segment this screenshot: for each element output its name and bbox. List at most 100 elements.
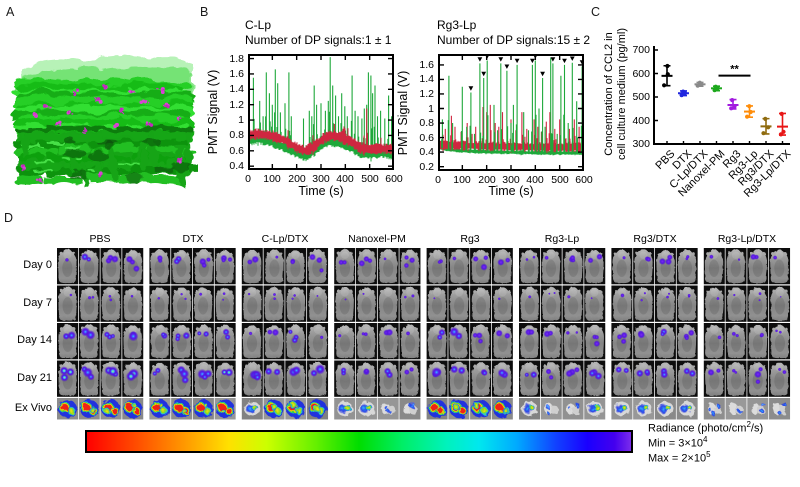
pmt-x-tick-label: 400 (336, 173, 354, 185)
mouse-image (78, 285, 100, 322)
chart2-title: Rg3-Lp (437, 18, 477, 32)
chart2-xlabel: Time (s) (488, 184, 534, 198)
mouse-image (171, 285, 193, 322)
group-header-c-lp-dtx: C-Lp/DTX (261, 233, 309, 245)
mouse-image (377, 360, 399, 397)
mouse-image (57, 285, 78, 322)
mouse-image (470, 360, 492, 397)
pmt-y-tick-label: 0.2 (419, 161, 434, 173)
exvivo-image (562, 398, 584, 420)
mouse-image (399, 360, 421, 397)
mouse-image (355, 360, 377, 397)
significance-label: ** (730, 64, 739, 76)
mouse-image (654, 248, 676, 285)
mouse-image (192, 248, 214, 285)
mouse-image (285, 248, 307, 285)
mouse-image (676, 323, 698, 360)
exvivo-image (747, 398, 769, 420)
mouse-image (100, 248, 122, 285)
pmt-x-tick-label: 300 (502, 174, 520, 186)
mouse-image (214, 360, 236, 397)
pmt-y-tick-label: 1.2 (229, 99, 244, 111)
mouse-image (519, 248, 540, 285)
colorbar-min-label: Min = 3×104 (648, 435, 708, 450)
exvivo-image (703, 398, 725, 420)
radiance-label-sup: 2 (746, 420, 751, 429)
mouse-image (491, 360, 513, 397)
pmt-y-tick-label: 1.8 (229, 53, 244, 65)
panel-c-label: C (591, 5, 601, 19)
tumor-tissue-3d-render (11, 54, 211, 205)
ccl2-y-tick-label: 400 (632, 115, 650, 127)
chart1-subtitle: Number of DP signals:1 ± 1 (245, 33, 392, 47)
mouse-image (654, 323, 676, 360)
mouse-image (78, 360, 100, 397)
mouse-image (562, 323, 584, 360)
row-label-day-21: Day 21 (17, 372, 52, 384)
mouse-image (307, 248, 329, 285)
max-label-sup: 5 (706, 450, 711, 459)
min-label-sup: 4 (703, 435, 708, 444)
mouse-image (491, 285, 513, 322)
mouse-image (654, 360, 676, 397)
pmt-y-tick-label: 0.6 (229, 145, 244, 157)
mouse-image (725, 323, 747, 360)
mouse-image (334, 360, 356, 397)
mouse-image (611, 285, 633, 322)
row-label-day-14: Day 14 (17, 334, 52, 346)
exvivo-image (263, 398, 285, 420)
mouse-image (540, 285, 562, 322)
exvivo-image (149, 398, 171, 420)
radiance-label-text: Radiance (photo/cm (648, 422, 747, 435)
ccl2-y-tick-label: 300 (632, 138, 650, 150)
mouse-image (57, 323, 78, 360)
pmt-y-tick-label: 1.2 (419, 88, 434, 100)
exvivo-image (78, 398, 100, 420)
exvivo-image (307, 398, 329, 420)
pmt-x-tick-label: 600 (385, 173, 403, 185)
exvivo-image (214, 398, 236, 420)
mouse-image (122, 360, 144, 397)
row-label-day-7: Day 7 (23, 297, 52, 309)
pmt-x-tick-label: 100 (263, 173, 281, 185)
mouse-image (769, 285, 791, 322)
exvivo-image (676, 398, 698, 420)
mouse-image (355, 323, 377, 360)
mouse-image (470, 248, 492, 285)
mouse-image (399, 323, 421, 360)
chart2-subtitle: Number of DP signals:15 ± 2 (437, 33, 591, 47)
mouse-image (307, 323, 329, 360)
exvivo-image (426, 398, 448, 420)
mouse-image (654, 285, 676, 322)
mouse-image (334, 285, 356, 322)
mouse-image (633, 248, 655, 285)
group-header-rg3-dtx: Rg3/DTX (633, 233, 677, 245)
pmt-y-tick-label: 0.4 (229, 160, 244, 172)
mouse-image (584, 248, 606, 285)
ccl2-y-tick-label: 700 (632, 44, 650, 56)
mouse-image (426, 360, 448, 397)
mouse-image (540, 323, 562, 360)
mouse-image (285, 323, 307, 360)
mouse-image (78, 248, 100, 285)
mouse-image (519, 285, 540, 322)
pmt-x-tick-label: 200 (478, 174, 496, 186)
exvivo-image (334, 398, 356, 420)
group-header-rg3: Rg3 (460, 233, 480, 245)
mouse-image (540, 248, 562, 285)
exvivo-image (241, 398, 263, 420)
panel-a-label: A (6, 5, 15, 19)
mouse-image (355, 248, 377, 285)
mouse-image (241, 323, 263, 360)
exvivo-image (285, 398, 307, 420)
mouse-image (334, 323, 356, 360)
mouse-image (584, 323, 606, 360)
exvivo-image (540, 398, 562, 420)
mouse-image (307, 285, 329, 322)
mouse-image (448, 248, 470, 285)
mouse-image (214, 285, 236, 322)
colorbar-radiance-label: Radiance (photo/cm2/s) (648, 420, 763, 435)
mouse-image (149, 360, 171, 397)
mouse-image (149, 248, 171, 285)
